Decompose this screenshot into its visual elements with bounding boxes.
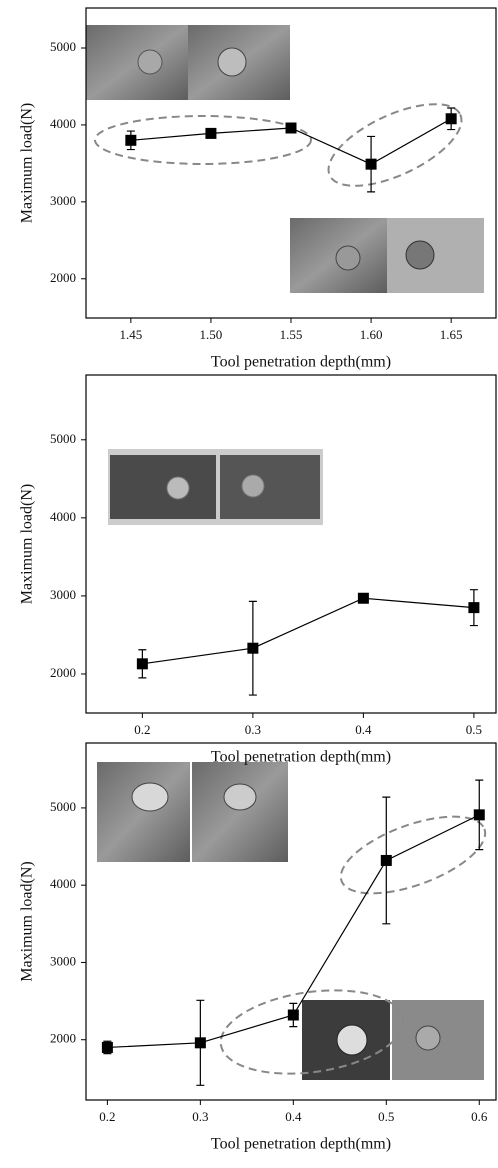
marker bbox=[136, 658, 148, 670]
x-tick-label: 1.50 bbox=[200, 327, 223, 342]
highlight-ellipse bbox=[94, 115, 312, 165]
marker bbox=[194, 1037, 206, 1049]
photo bbox=[290, 218, 484, 293]
y-tick-label: 5000 bbox=[50, 799, 76, 814]
y-tick-label: 5000 bbox=[50, 39, 76, 54]
marker bbox=[287, 1009, 299, 1021]
y-tick-label: 4000 bbox=[50, 876, 76, 891]
y-axis-title: Maximum load(N) bbox=[19, 484, 36, 604]
photo bbox=[302, 1000, 484, 1080]
marker bbox=[365, 158, 377, 170]
x-tick-label: 0.3 bbox=[245, 722, 261, 737]
data-line bbox=[142, 597, 474, 665]
marker bbox=[473, 809, 485, 821]
y-tick-label: 3000 bbox=[50, 953, 76, 968]
x-tick-label: 0.5 bbox=[466, 722, 482, 737]
marker bbox=[445, 113, 457, 125]
marker bbox=[285, 122, 297, 134]
photo bbox=[108, 449, 323, 525]
x-tick-label: 0.2 bbox=[99, 1109, 115, 1124]
y-axis-title: Maximum load(N) bbox=[19, 861, 36, 981]
y-tick-label: 4000 bbox=[50, 116, 76, 131]
y-axis-title: Maximum load(N) bbox=[19, 103, 36, 223]
x-tick-label: 1.60 bbox=[360, 327, 383, 342]
plot-frame bbox=[85, 742, 497, 1101]
y-tick-label: 3000 bbox=[50, 193, 76, 208]
x-tick-label: 0.4 bbox=[355, 722, 372, 737]
marker bbox=[101, 1041, 113, 1053]
x-tick-label: 1.45 bbox=[119, 327, 142, 342]
y-tick-label: 2000 bbox=[50, 1031, 76, 1046]
highlight-ellipse bbox=[339, 815, 487, 895]
plot-frame bbox=[85, 374, 497, 714]
x-axis-title: Tool penetration depth(mm) bbox=[211, 354, 391, 371]
marker bbox=[468, 602, 480, 614]
x-tick-label: 0.2 bbox=[134, 722, 150, 737]
y-tick-label: 4000 bbox=[50, 509, 76, 524]
photo bbox=[86, 25, 290, 100]
x-tick-label: 0.4 bbox=[285, 1109, 302, 1124]
marker bbox=[247, 642, 259, 654]
y-tick-label: 3000 bbox=[50, 587, 76, 602]
marker bbox=[205, 127, 217, 139]
x-tick-label: 1.55 bbox=[280, 327, 303, 342]
photo bbox=[97, 762, 288, 862]
x-tick-label: 0.3 bbox=[192, 1109, 208, 1124]
marker bbox=[125, 134, 137, 146]
y-tick-label: 2000 bbox=[50, 665, 76, 680]
marker bbox=[357, 592, 369, 604]
x-tick-label: 1.65 bbox=[440, 327, 463, 342]
x-tick-label: 0.5 bbox=[378, 1109, 394, 1124]
highlight-ellipse bbox=[327, 103, 463, 187]
x-axis-title: Tool penetration depth(mm) bbox=[211, 1136, 391, 1153]
x-axis-title: Tool penetration depth(mm) bbox=[211, 749, 391, 766]
marker bbox=[380, 854, 392, 866]
highlight-ellipse bbox=[219, 989, 405, 1075]
y-tick-label: 5000 bbox=[50, 431, 76, 446]
x-tick-label: 0.6 bbox=[471, 1109, 488, 1124]
y-tick-label: 2000 bbox=[50, 270, 76, 285]
